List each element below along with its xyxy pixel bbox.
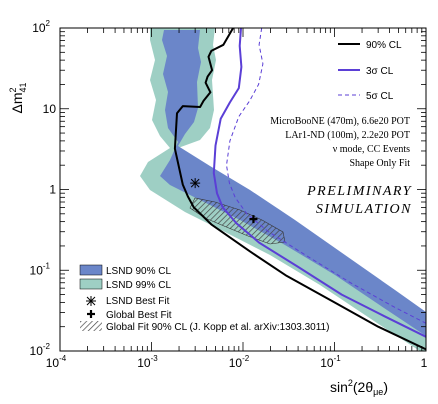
tick-base: 1 <box>49 183 56 197</box>
preliminary-watermark: PRELIMINARY SIMULATION <box>306 184 413 217</box>
y-label-main: Δm <box>9 93 25 114</box>
tick-base: 10 <box>46 356 60 370</box>
tick-exponent: -2 <box>242 354 250 363</box>
tick-exponent: -1 <box>43 261 51 270</box>
y-tick-label-3: 10 <box>43 102 57 116</box>
tick-exponent: -3 <box>151 354 159 363</box>
info-line-2: LAr1-ND (100m), 2.2e20 POT <box>285 130 410 141</box>
tick-base: 10 <box>137 356 151 370</box>
series-line-2 <box>226 28 426 324</box>
legend-label-90cl: 90% CL <box>366 40 402 51</box>
tick-base: 10 <box>30 263 44 277</box>
x-tick-label-1: 10-3 <box>137 354 158 370</box>
legend-label-5sigma: 5σ CL <box>366 91 394 102</box>
legend-label-lsnd-90: LSND 90% CL <box>106 266 171 277</box>
x-label-main: sin <box>330 379 348 395</box>
x-label-sub: μe <box>373 387 383 397</box>
tick-base: 10 <box>32 21 46 35</box>
best-fit-point-1 <box>249 215 258 224</box>
tick-base: 1 <box>421 356 428 370</box>
watermark-line-2: SIMULATION <box>316 202 412 217</box>
series-lines <box>173 28 426 351</box>
y-axis-label: Δm241 <box>8 82 28 113</box>
tick-exponent: -2 <box>43 342 51 351</box>
legend-label-lsnd-best: LSND Best Fit <box>106 296 170 307</box>
legend-swatch-lsnd-99 <box>79 278 103 290</box>
info-line-1: MicroBooNE (470m), 6.6e20 POT <box>270 116 410 127</box>
y-label-sub: 41 <box>18 82 28 92</box>
series-line-0 <box>173 28 426 351</box>
tick-base: 10 <box>320 356 334 370</box>
y-label-sup: 2 <box>8 87 18 92</box>
region-legend: LSND 90% CL LSND 99% CL LSND Best Fit Gl… <box>79 264 329 333</box>
tick-base: 10 <box>30 344 44 358</box>
tick-base: 10 <box>43 102 57 116</box>
info-line-3: ν mode, CC Events <box>333 144 410 155</box>
x-label-sup: 2 <box>348 378 353 388</box>
global-fit-hatched-region <box>189 197 286 245</box>
x-label-close: ) <box>383 379 388 395</box>
y-tick-label-1: 10-1 <box>30 261 51 277</box>
watermark-line-1: PRELIMINARY <box>306 184 413 199</box>
line-legend: 90% CL 3σ CL 5σ CL <box>338 40 402 102</box>
x-tick-label-2: 10-2 <box>229 354 250 370</box>
x-axis: 10-4 10-3 10-2 10-1 1 <box>46 28 428 370</box>
plot-regions <box>140 28 426 351</box>
lsnd-90-region <box>160 30 426 336</box>
series-line-1 <box>212 28 426 338</box>
legend-marker-global-best <box>87 310 95 318</box>
tick-exponent: -1 <box>334 354 342 363</box>
best-fit-points <box>190 178 258 224</box>
legend-label-lsnd-99: LSND 99% CL <box>106 280 171 291</box>
x-axis-label: sin2(2θμe) <box>330 378 388 397</box>
y-tick-label-2: 1 <box>49 183 56 197</box>
legend-swatch-lsnd-90 <box>79 264 103 276</box>
tick-exponent: 2 <box>46 19 51 28</box>
legend-label-3sigma: 3σ CL <box>366 66 394 77</box>
best-fit-point-0 <box>190 178 201 189</box>
y-tick-label-0: 10-2 <box>30 342 51 358</box>
legend-swatch-hatched <box>80 321 102 331</box>
info-text: MicroBooNE (470m), 6.6e20 POT LAr1-ND (1… <box>270 116 410 169</box>
tick-base: 10 <box>229 356 243 370</box>
legend-marker-lsnd-best <box>86 296 96 306</box>
x-tick-label-0: 10-4 <box>46 354 67 370</box>
legend-label-global-best: Global Best Fit <box>106 310 172 321</box>
y-tick-label-4: 102 <box>32 19 50 35</box>
tick-exponent: -4 <box>59 354 67 363</box>
info-line-4: Shape Only Fit <box>349 158 410 169</box>
legend-label-hatched: Global Fit 90% CL (J. Kopp et al. arXiv:… <box>106 322 329 333</box>
x-tick-label-4: 1 <box>421 356 428 370</box>
x-label-arg: (2θ <box>353 379 373 395</box>
x-tick-label-3: 10-1 <box>320 354 341 370</box>
